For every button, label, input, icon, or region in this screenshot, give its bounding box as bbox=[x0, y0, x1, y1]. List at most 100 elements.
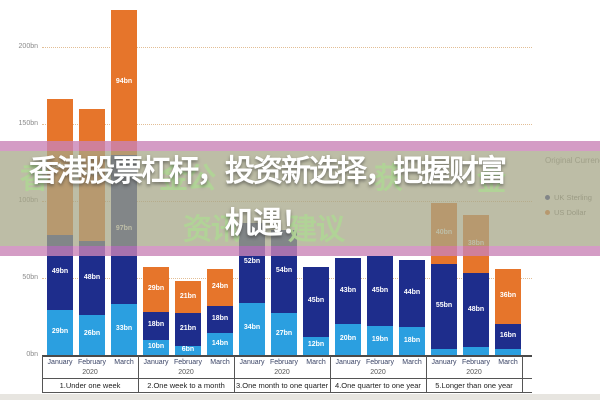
x-axis-month-label: March bbox=[306, 359, 326, 366]
bar-value-label: 24bn bbox=[211, 282, 229, 290]
x-axis-month-label: January bbox=[335, 359, 361, 366]
bar-segment-dark bbox=[303, 267, 329, 337]
y-axis-tick-label: 200bn bbox=[18, 43, 38, 50]
bar-segment-dark bbox=[143, 311, 169, 340]
bar-value-label: 26bn bbox=[83, 330, 101, 338]
x-axis-month-label: February bbox=[173, 359, 202, 366]
bar-value-label: 48bn bbox=[83, 273, 101, 281]
bar-value-label: 27bn bbox=[275, 329, 293, 337]
overlay-olive-band bbox=[0, 151, 600, 246]
bar-segment-dark bbox=[175, 313, 201, 346]
bar-value-label: 18bn bbox=[147, 321, 165, 329]
x-axis-month-label: March bbox=[210, 359, 230, 366]
group-bracket-top-line bbox=[42, 378, 532, 379]
x-axis-month-label: February bbox=[365, 359, 394, 366]
headline-line2: 机遇！ bbox=[225, 207, 311, 240]
overlay-pink-band-top bbox=[0, 141, 600, 151]
bottom-strip bbox=[0, 394, 600, 400]
x-axis-year-label: 2020 bbox=[178, 369, 194, 376]
x-axis-month-label: March bbox=[114, 359, 134, 366]
gridline bbox=[42, 124, 532, 125]
bar-value-label: 6bn bbox=[181, 345, 195, 353]
x-axis-month-label: January bbox=[143, 359, 169, 366]
bar-segment-orange bbox=[207, 268, 233, 306]
bar-value-label: 94bn bbox=[115, 77, 133, 85]
group-separator-line bbox=[234, 356, 235, 392]
bar-value-label: 18bn bbox=[211, 315, 229, 323]
x-axis-group-label: 3.One month to one quarter bbox=[236, 381, 328, 390]
bar-segment-light bbox=[239, 302, 265, 355]
x-axis-month-label: February bbox=[77, 359, 106, 366]
bar-segment-light bbox=[335, 324, 361, 355]
x-axis-month-label: March bbox=[402, 359, 422, 366]
bar-value-label: 54bn bbox=[275, 267, 293, 275]
bar-segment-dark bbox=[431, 264, 457, 349]
bar-segment-orange bbox=[495, 268, 521, 325]
bar-value-label: 33bn bbox=[115, 325, 133, 333]
bar-segment-light bbox=[303, 336, 329, 355]
bar-segment-light bbox=[143, 339, 169, 355]
x-axis-group-label: 5.Longer than one year bbox=[435, 381, 513, 390]
x-axis-year-label: 2020 bbox=[82, 369, 98, 376]
bar-segment-dark bbox=[463, 273, 489, 348]
x-axis-group-label: 2.One week to a month bbox=[147, 381, 225, 390]
bar-value-label: 10bn bbox=[147, 342, 165, 350]
bar-segment-orange bbox=[175, 281, 201, 314]
bar-segment-orange bbox=[143, 267, 169, 312]
x-axis-month-label: January bbox=[431, 359, 457, 366]
gridline bbox=[42, 47, 532, 48]
bar-value-label: 21bn bbox=[179, 292, 197, 300]
overlay-pink-band-bottom bbox=[0, 246, 600, 256]
x-axis-year-label: 2020 bbox=[274, 369, 290, 376]
bar-value-label: 55bn bbox=[435, 301, 453, 309]
group-separator-line bbox=[42, 356, 43, 392]
x-axis-line bbox=[42, 355, 532, 357]
bar-segment-dark bbox=[335, 257, 361, 325]
group-separator-line bbox=[426, 356, 427, 392]
x-axis-group-label: 1.Under one week bbox=[59, 381, 121, 390]
bar-value-label: 34bn bbox=[243, 324, 261, 332]
bar-value-label: 43bn bbox=[339, 286, 357, 294]
bar-value-label: 36bn bbox=[499, 291, 517, 299]
bar-segment-light bbox=[399, 327, 425, 355]
x-axis-year-label: 2020 bbox=[466, 369, 482, 376]
bar-value-label: 45bn bbox=[307, 297, 325, 305]
bar-segment-light bbox=[495, 348, 521, 355]
bar-value-label: 52bn bbox=[243, 258, 261, 266]
y-axis-tick-label: 150bn bbox=[18, 120, 38, 127]
bar-segment-light bbox=[367, 325, 393, 355]
group-separator-line bbox=[330, 356, 331, 392]
bar-segment-dark bbox=[399, 259, 425, 328]
x-axis-month-label: February bbox=[269, 359, 298, 366]
bar-segment-light bbox=[207, 333, 233, 355]
headline-line1: 香港股票杠杆，投资新选择，把握财富 bbox=[29, 155, 507, 188]
bar-segment-light bbox=[175, 345, 201, 355]
x-axis-month-label: March bbox=[498, 359, 518, 366]
bar-value-label: 20bn bbox=[339, 335, 357, 343]
headline: 香港股票杠杆，投资新选择，把握财富 机遇！ bbox=[0, 146, 534, 250]
bar-value-label: 18bn bbox=[403, 336, 421, 344]
bar-segment-dark bbox=[367, 256, 393, 326]
bar-value-label: 19bn bbox=[371, 335, 389, 343]
group-bracket-bottom-line bbox=[42, 392, 532, 393]
x-axis-year-label: 2020 bbox=[370, 369, 386, 376]
bar-value-label: 14bn bbox=[211, 339, 229, 347]
bar-segment-dark bbox=[495, 324, 521, 349]
bar-segment-light bbox=[111, 304, 137, 355]
bar-value-label: 29bn bbox=[51, 328, 69, 336]
bar-value-label: 12bn bbox=[307, 341, 325, 349]
bar-segment-light bbox=[79, 314, 105, 355]
group-separator-line bbox=[138, 356, 139, 392]
bar-segment-orange bbox=[111, 10, 137, 155]
bar-value-label: 49bn bbox=[51, 268, 69, 276]
bar-value-label: 29bn bbox=[147, 285, 165, 293]
y-axis-tick-label: 0bn bbox=[26, 351, 38, 358]
bar-segment-light bbox=[463, 347, 489, 355]
x-axis-month-label: February bbox=[461, 359, 490, 366]
bar-segment-light bbox=[271, 313, 297, 355]
group-separator-line bbox=[522, 356, 523, 392]
bar-value-label: 48bn bbox=[467, 305, 485, 313]
y-axis-tick-label: 50bn bbox=[22, 274, 38, 281]
bar-value-label: 45bn bbox=[371, 286, 389, 294]
